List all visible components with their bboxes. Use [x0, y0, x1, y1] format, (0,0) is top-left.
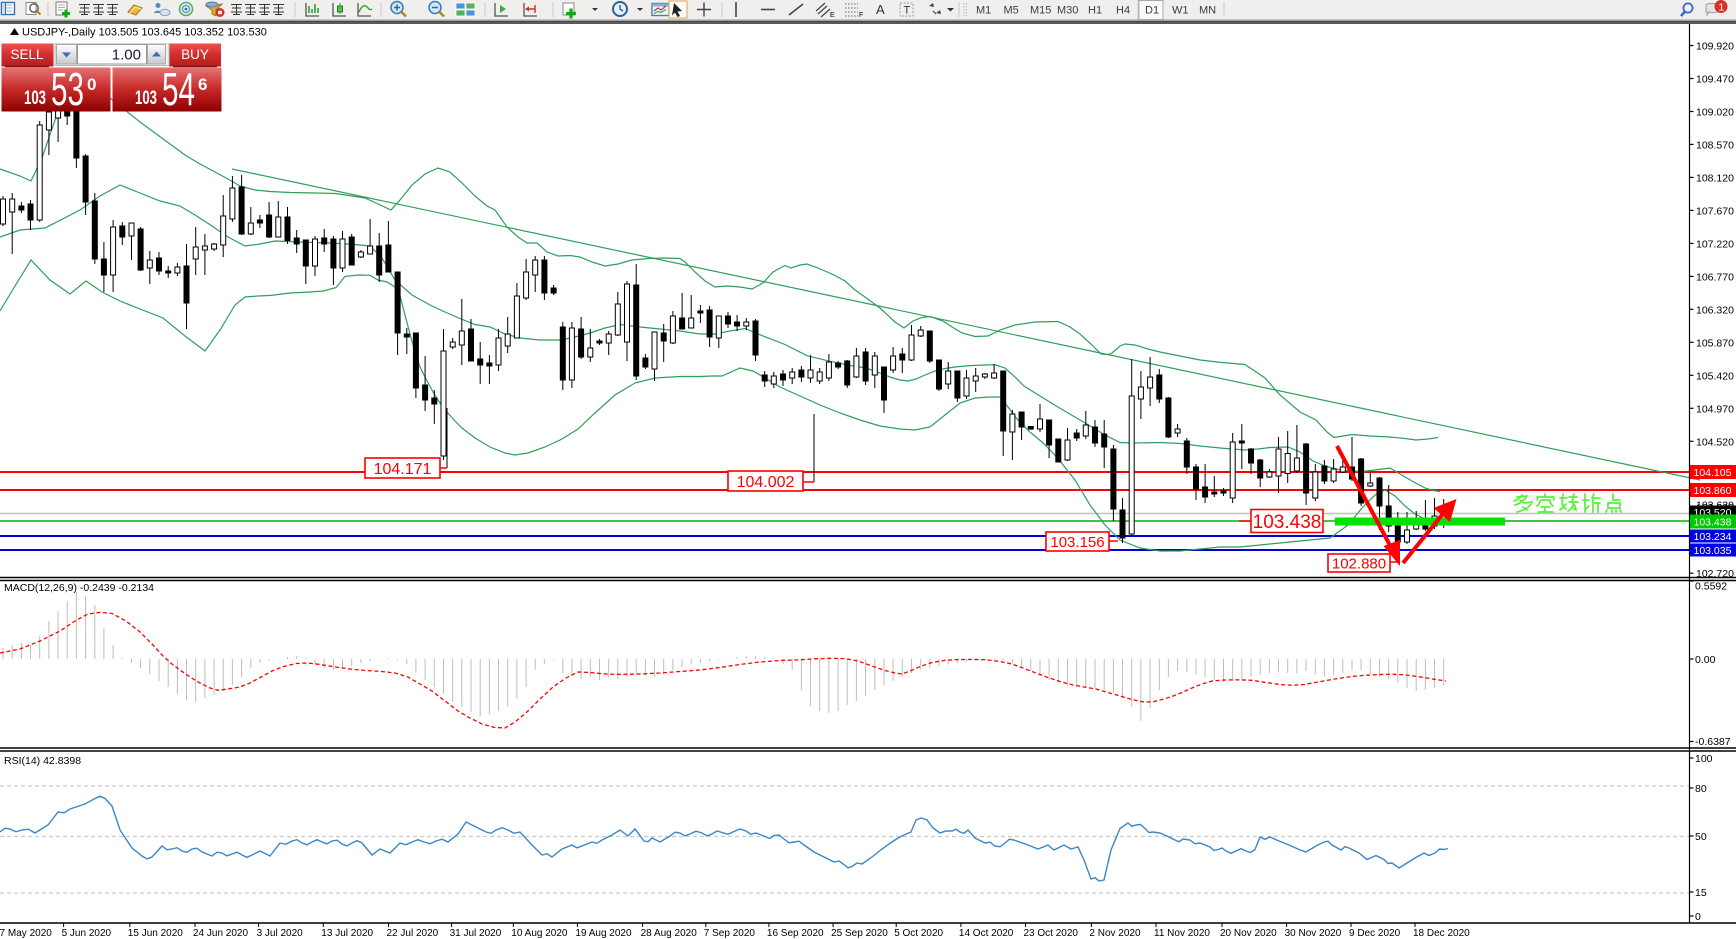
- svg-text:0: 0: [87, 75, 96, 94]
- svg-text:103.860: 103.860: [1694, 485, 1732, 497]
- svg-text:T: T: [904, 5, 911, 17]
- svg-text:BUY: BUY: [181, 47, 209, 62]
- svg-text:104.171: 104.171: [374, 461, 432, 478]
- svg-text:100: 100: [1695, 753, 1713, 765]
- svg-text:31 Jul 2020: 31 Jul 2020: [450, 928, 502, 939]
- svg-text:3 Jul 2020: 3 Jul 2020: [257, 928, 304, 939]
- svg-text:A: A: [876, 2, 885, 17]
- svg-text:9 Dec 2020: 9 Dec 2020: [1349, 928, 1401, 939]
- svg-text:27 May 2020: 27 May 2020: [0, 928, 52, 939]
- svg-text:103.035: 103.035: [1694, 545, 1732, 557]
- svg-text:103: 103: [135, 88, 157, 109]
- svg-text:10 Aug 2020: 10 Aug 2020: [511, 928, 568, 939]
- svg-text:109.920: 109.920: [1696, 41, 1734, 53]
- svg-text:MN: MN: [1199, 5, 1216, 17]
- svg-text:108.570: 108.570: [1696, 139, 1734, 151]
- svg-text:H4: H4: [1116, 5, 1130, 17]
- svg-text:23 Oct 2020: 23 Oct 2020: [1024, 928, 1079, 939]
- svg-text:M1: M1: [976, 5, 991, 17]
- svg-text:F: F: [859, 12, 863, 19]
- svg-text:104.105: 104.105: [1694, 467, 1732, 479]
- svg-text:19 Aug 2020: 19 Aug 2020: [575, 928, 632, 939]
- svg-text:104.002: 104.002: [737, 474, 795, 491]
- svg-text:M15: M15: [1030, 5, 1051, 17]
- svg-text:16 Sep 2020: 16 Sep 2020: [767, 928, 824, 939]
- svg-text:MACD(12,26,9) -0.2439 -0.2134: MACD(12,26,9) -0.2439 -0.2134: [4, 582, 154, 594]
- svg-text:W1: W1: [1172, 5, 1189, 17]
- svg-text:103.156: 103.156: [1050, 534, 1104, 551]
- svg-text:E: E: [830, 12, 835, 19]
- svg-text:14 Oct 2020: 14 Oct 2020: [959, 928, 1014, 939]
- svg-text:106.770: 106.770: [1696, 271, 1734, 283]
- svg-text:22 Jul 2020: 22 Jul 2020: [387, 928, 439, 939]
- svg-text:M5: M5: [1004, 5, 1019, 17]
- svg-text:SELL: SELL: [10, 47, 44, 62]
- svg-text:54: 54: [162, 63, 195, 112]
- svg-text:80: 80: [1695, 783, 1707, 795]
- svg-text:104.970: 104.970: [1696, 403, 1734, 415]
- svg-text:25 Sep 2020: 25 Sep 2020: [831, 928, 888, 939]
- svg-text:24 Jun 2020: 24 Jun 2020: [193, 928, 248, 939]
- svg-text:30 Nov 2020: 30 Nov 2020: [1285, 928, 1342, 939]
- svg-text:RSI(14) 42.8398: RSI(14) 42.8398: [4, 755, 81, 767]
- svg-text:7 Sep 2020: 7 Sep 2020: [704, 928, 756, 939]
- svg-text:102.720: 102.720: [1696, 568, 1734, 580]
- svg-text:103: 103: [24, 88, 46, 109]
- svg-text:103.438: 103.438: [1253, 512, 1322, 533]
- svg-text:M30: M30: [1057, 5, 1078, 17]
- svg-text:15: 15: [1695, 887, 1707, 899]
- svg-text:5 Jun 2020: 5 Jun 2020: [62, 928, 112, 939]
- svg-text:0.00: 0.00: [1695, 654, 1716, 666]
- svg-text:11 Nov 2020: 11 Nov 2020: [1154, 928, 1210, 939]
- svg-text:H1: H1: [1088, 5, 1102, 17]
- svg-text:103.234: 103.234: [1694, 531, 1732, 543]
- svg-text:-0.6387: -0.6387: [1695, 736, 1731, 748]
- svg-text:105.870: 105.870: [1696, 337, 1734, 349]
- svg-text:15 Jun 2020: 15 Jun 2020: [128, 928, 183, 939]
- svg-text:50: 50: [1695, 831, 1707, 843]
- svg-text:5 Oct 2020: 5 Oct 2020: [894, 928, 943, 939]
- svg-text:1: 1: [1719, 2, 1725, 14]
- svg-text:2 Nov 2020: 2 Nov 2020: [1089, 928, 1141, 939]
- svg-text:109.470: 109.470: [1696, 74, 1734, 86]
- svg-text:1.00: 1.00: [112, 47, 141, 64]
- svg-text:108.120: 108.120: [1696, 172, 1734, 184]
- svg-text:102.880: 102.880: [1332, 555, 1386, 572]
- svg-text:20 Nov 2020: 20 Nov 2020: [1220, 928, 1277, 939]
- svg-text:103.438: 103.438: [1694, 517, 1732, 529]
- svg-text:109.020: 109.020: [1696, 107, 1734, 119]
- svg-text:53: 53: [51, 63, 84, 112]
- svg-text:USDJPY-,Daily 103.505 103.645: USDJPY-,Daily 103.505 103.645 103.352 10…: [22, 27, 267, 39]
- svg-text:13 Jul 2020: 13 Jul 2020: [321, 928, 373, 939]
- svg-text:0: 0: [1695, 911, 1701, 923]
- svg-text:18 Dec 2020: 18 Dec 2020: [1413, 928, 1470, 939]
- svg-text:D1: D1: [1145, 5, 1159, 17]
- svg-text:0.5592: 0.5592: [1695, 581, 1727, 593]
- svg-text:106.320: 106.320: [1696, 304, 1734, 316]
- svg-text:6: 6: [198, 75, 207, 94]
- svg-text:107.220: 107.220: [1696, 238, 1734, 250]
- svg-text:107.670: 107.670: [1696, 205, 1734, 217]
- svg-text:104.520: 104.520: [1696, 436, 1734, 448]
- svg-text:105.420: 105.420: [1696, 370, 1734, 382]
- svg-text:28 Aug 2020: 28 Aug 2020: [641, 928, 698, 939]
